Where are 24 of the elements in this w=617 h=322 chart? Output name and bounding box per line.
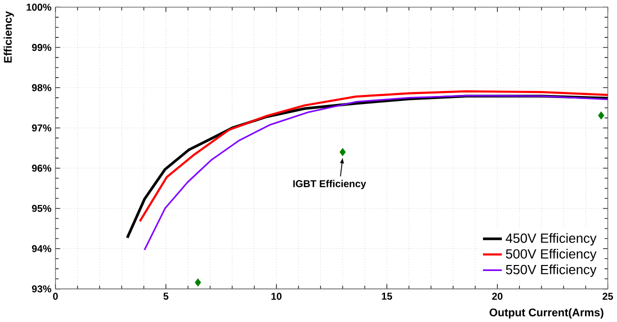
x-tick-label: 25 — [602, 292, 614, 300]
x-tick-label: 15 — [382, 292, 392, 300]
point — [340, 148, 346, 156]
y-tick-label: 97% — [32, 124, 52, 132]
x-tick-label: 5 — [163, 292, 168, 300]
y-tick-label: 98% — [32, 84, 52, 92]
y-tick-label: 99% — [32, 44, 52, 51]
y-axis-title: Efficiency — [4, 11, 14, 62]
legend-label: 500V Efficiency — [506, 248, 596, 262]
x-tick-label: 0 — [53, 292, 58, 300]
y-tick-label: 94% — [32, 245, 52, 252]
x-tick-label: 10 — [271, 292, 282, 300]
x-tick-label: 20 — [492, 292, 502, 300]
x-axis-title: Output Current(Arms) — [490, 308, 604, 318]
annotation: IGBT Efficiency — [293, 180, 366, 190]
y-tick-label: 100% — [26, 4, 52, 11]
y-tick-label: 95% — [32, 204, 52, 212]
y-tick-label: 93% — [32, 285, 52, 292]
point — [598, 111, 604, 120]
legend-label: 550V Efficiency — [506, 264, 596, 277]
legend-label: 450V Efficiency — [506, 233, 596, 246]
line-series — [138, 90, 608, 222]
point — [194, 278, 202, 286]
y-tick-label: 96% — [32, 164, 52, 172]
